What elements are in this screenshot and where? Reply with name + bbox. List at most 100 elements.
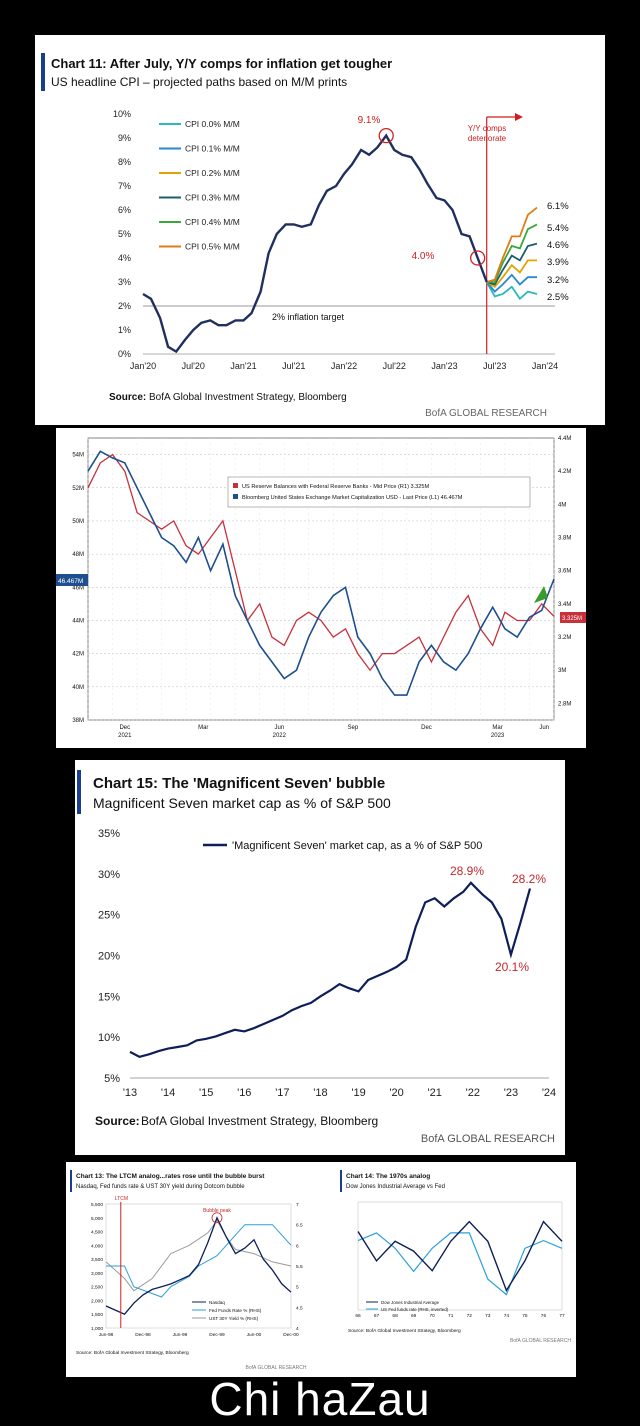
y-right-tick: 4M <box>558 502 566 508</box>
bubble-label: Bubble peak <box>203 1208 231 1214</box>
x-tick-year: 2021 <box>118 733 132 739</box>
chart11-legend: CPI 0.0% M/M CPI 0.1% M/M CPI 0.2% M/M CPI … <box>159 119 240 252</box>
x-tick: 73 <box>485 1313 491 1319</box>
legend-swatch-marketcap <box>233 494 238 499</box>
end-label: 3.9% <box>547 257 569 268</box>
bubble-marker <box>211 1212 223 1224</box>
x-tick: Mar <box>198 725 208 731</box>
x-tick: Jun-00 <box>247 1332 262 1338</box>
x-tick: 75 <box>522 1313 528 1319</box>
y-tick-label: 20% <box>98 951 120 963</box>
fed-line <box>357 1232 563 1296</box>
chart15-axes: 5% 10% 15% 20% 25% 30% 35% '13 '14 '15 '16 '17 '18 '1… <box>98 828 556 1099</box>
watermark: Chi haZau <box>209 1373 431 1425</box>
ust30y-line <box>105 1219 292 1292</box>
legend-label: Fed Funds Rate % (RHS) <box>209 1308 262 1313</box>
y-left-tick: 50M <box>72 519 84 525</box>
source-text: BofA Global Investment Strategy, Bloombe… <box>149 392 347 403</box>
latest-marker <box>470 250 486 266</box>
chart11-svg: Chart 11: After July, Y/Y comps for infl… <box>41 53 569 419</box>
left-badge: 46.467M <box>58 578 83 585</box>
projection-line <box>486 242 538 286</box>
legend-label: CPI 0.0% M/M <box>185 119 240 129</box>
left-badge-bg <box>56 574 88 586</box>
y-right-tick: 5.5 <box>296 1264 303 1270</box>
reserves-line <box>87 453 555 672</box>
brand-label: BofA GLOBAL RESEARCH <box>425 408 547 419</box>
chart15-title: Chart 15: The 'Magnificent Seven' bubble <box>93 775 385 792</box>
y-left-tick: 54M <box>72 453 84 459</box>
chart14-source: Source: BofA Global Investment Strategy,… <box>348 1328 461 1334</box>
legend-label: CPI 0.5% M/M <box>185 242 240 252</box>
projection-line <box>486 206 538 283</box>
y-tick-label: 25% <box>98 910 120 922</box>
x-tick-label: '22 <box>466 1087 480 1099</box>
y-left-tick: 42M <box>72 652 84 658</box>
chart2-lines <box>87 450 555 696</box>
x-tick-label: '14 <box>161 1087 175 1099</box>
arrow-label-1: Y/Y comps <box>468 124 507 133</box>
y-tick-label: 8% <box>118 157 131 167</box>
chart13-plot: 1,000 1,500 2,000 2,500 3,000 3,500 4,000 4,500… <box>91 1196 303 1338</box>
x-tick: Sep <box>348 725 359 731</box>
y-right-tick: 4.2M <box>558 469 571 475</box>
marketcap-line <box>87 450 555 696</box>
last-label: 28.2% <box>512 872 546 886</box>
legend-swatch-reserves <box>233 483 238 488</box>
x-tick: 72 <box>467 1313 473 1319</box>
y-left-tick: 38M <box>72 718 84 724</box>
x-tick: Jun-99 <box>173 1332 188 1338</box>
projection-line <box>486 259 537 288</box>
x-tick: Jun-98 <box>99 1332 114 1338</box>
x-tick: Dec-98 <box>135 1332 151 1338</box>
chart14-subtitle: Dow Jones Industrial Average vs Fed <box>346 1184 445 1190</box>
y-tick-label: 35% <box>98 828 120 840</box>
y-right-tick: 6.5 <box>296 1223 303 1229</box>
magnificent-seven-line <box>129 881 532 1058</box>
y-right-tick: 4.4M <box>558 436 571 442</box>
x-tick: 70 <box>430 1313 436 1319</box>
legend-label: 'Magnificent Seven' market cap, as a % o… <box>232 840 482 852</box>
x-tick: Dec-99 <box>209 1332 225 1338</box>
legend-label: CPI 0.3% M/M <box>185 193 240 203</box>
x-tick: Dec-00 <box>283 1332 299 1338</box>
y-right-tick: 3.4M <box>558 602 571 608</box>
y-left-tick: 4,000 <box>91 1243 103 1249</box>
y-left-tick: 4,500 <box>91 1230 103 1236</box>
x-tick: Jun <box>539 725 549 731</box>
y-left-tick: 40M <box>72 685 84 691</box>
y-right-tick: 6 <box>296 1243 299 1249</box>
legend-label: US Fed funds rate (RHS, inverted) <box>381 1307 449 1312</box>
y-right-tick: 3.6M <box>558 569 571 575</box>
y-tick-label: 10% <box>113 109 131 119</box>
legend-label: CPI 0.2% M/M <box>185 168 240 178</box>
chart13-title: Chart 13: The LTCM analog...rates rose u… <box>76 1173 265 1180</box>
y-tick-label: 1% <box>118 325 131 335</box>
arrow-label-2: deteriorate <box>468 134 507 143</box>
chart11-lines <box>142 127 538 354</box>
y-tick-label: 0% <box>118 349 131 359</box>
y-left-tick: 1,500 <box>91 1312 103 1318</box>
chart2-panel: 38M 40M 42M 44M 46M 48M 50M 52M 54M 2.8M 3M 3.2M 3.4… <box>56 428 586 748</box>
x-tick-label: Jan'23 <box>431 361 457 371</box>
source-text: BofA Global Investment Strategy, Bloombe… <box>141 1114 378 1128</box>
ltcm-label: LTCM <box>115 1196 128 1202</box>
chart2-legend-box <box>227 476 531 508</box>
x-tick: 67 <box>374 1313 380 1319</box>
y-tick-label: 30% <box>98 869 120 881</box>
end-label: 6.1% <box>547 201 569 212</box>
x-tick-label: '13 <box>123 1087 137 1099</box>
y-left-tick: 52M <box>72 486 84 492</box>
source-label: Source: <box>95 1114 140 1128</box>
x-tick: Dec <box>119 725 130 731</box>
x-tick-label: Jul'22 <box>383 361 406 371</box>
peak-label: 28.9% <box>450 864 484 878</box>
title-accent-bar <box>41 53 45 91</box>
history-line <box>142 133 488 354</box>
chart13-source: Source: BofA Global Investment Strategy,… <box>76 1350 189 1356</box>
x-tick-label: '15 <box>199 1087 213 1099</box>
y-right-tick: 5 <box>296 1285 299 1291</box>
chart15-panel: Chart 15: The 'Magnificent Seven' bubble… <box>75 760 565 1155</box>
legend-label: CPI 0.1% M/M <box>185 144 240 154</box>
x-tick: 76 <box>541 1313 547 1319</box>
